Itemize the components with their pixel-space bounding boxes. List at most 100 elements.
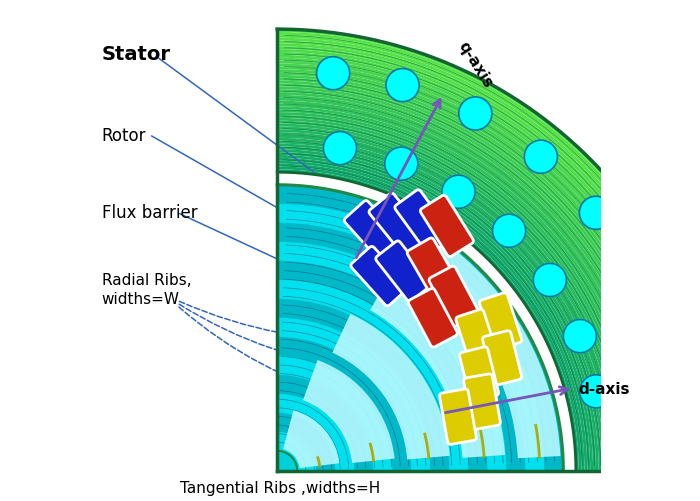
Wedge shape: [277, 104, 645, 471]
Circle shape: [564, 320, 596, 353]
Wedge shape: [277, 130, 619, 471]
Wedge shape: [277, 375, 373, 471]
FancyBboxPatch shape: [482, 331, 522, 385]
Text: Radial Ribs,
widths=W: Radial Ribs, widths=W: [102, 273, 191, 306]
Wedge shape: [277, 124, 624, 471]
Wedge shape: [277, 50, 699, 471]
Wedge shape: [277, 204, 545, 471]
Circle shape: [316, 58, 350, 91]
Circle shape: [458, 98, 492, 131]
FancyBboxPatch shape: [463, 374, 500, 429]
FancyBboxPatch shape: [408, 289, 457, 348]
Wedge shape: [277, 76, 673, 471]
Wedge shape: [277, 87, 662, 471]
Wedge shape: [277, 133, 616, 471]
Wedge shape: [277, 101, 648, 471]
FancyBboxPatch shape: [351, 247, 408, 306]
Wedge shape: [277, 158, 590, 471]
Wedge shape: [277, 242, 506, 471]
Wedge shape: [277, 150, 598, 471]
Wedge shape: [277, 107, 642, 471]
Wedge shape: [277, 53, 696, 471]
Wedge shape: [277, 141, 608, 471]
Wedge shape: [277, 147, 602, 471]
Wedge shape: [370, 274, 505, 458]
Wedge shape: [277, 337, 412, 471]
FancyBboxPatch shape: [344, 201, 405, 264]
Wedge shape: [277, 84, 664, 471]
Wedge shape: [277, 47, 700, 471]
FancyBboxPatch shape: [429, 267, 479, 327]
Wedge shape: [277, 121, 627, 471]
Wedge shape: [277, 39, 700, 471]
Wedge shape: [277, 110, 639, 471]
Wedge shape: [277, 82, 668, 471]
Text: Tangential Ribs ,widths=H: Tangential Ribs ,widths=H: [180, 480, 380, 495]
Wedge shape: [277, 62, 687, 471]
Circle shape: [524, 141, 557, 174]
Wedge shape: [277, 139, 610, 471]
Circle shape: [493, 215, 526, 248]
Wedge shape: [277, 161, 587, 471]
FancyBboxPatch shape: [456, 310, 498, 367]
Text: Stator: Stator: [102, 45, 171, 64]
Wedge shape: [277, 64, 685, 471]
Wedge shape: [277, 42, 700, 471]
Wedge shape: [277, 356, 392, 471]
Wedge shape: [277, 113, 636, 471]
Text: Rotor: Rotor: [102, 126, 146, 144]
Wedge shape: [277, 413, 335, 471]
Wedge shape: [277, 280, 468, 471]
Circle shape: [580, 197, 612, 230]
FancyBboxPatch shape: [459, 347, 498, 401]
Wedge shape: [277, 90, 659, 471]
Circle shape: [622, 263, 654, 296]
FancyBboxPatch shape: [407, 238, 458, 299]
Wedge shape: [277, 299, 449, 471]
Wedge shape: [277, 73, 676, 471]
Wedge shape: [277, 394, 354, 471]
Circle shape: [658, 399, 692, 432]
Wedge shape: [277, 153, 596, 471]
FancyBboxPatch shape: [421, 196, 473, 257]
Wedge shape: [277, 33, 700, 471]
FancyBboxPatch shape: [395, 190, 453, 255]
Circle shape: [646, 329, 680, 362]
Circle shape: [442, 176, 475, 209]
Wedge shape: [277, 79, 671, 471]
Circle shape: [385, 148, 418, 181]
Wedge shape: [277, 144, 605, 471]
Circle shape: [533, 264, 566, 297]
Wedge shape: [277, 36, 700, 471]
FancyBboxPatch shape: [376, 241, 432, 302]
Text: Flux barrier: Flux barrier: [102, 204, 197, 222]
Wedge shape: [277, 185, 564, 471]
Wedge shape: [277, 261, 487, 471]
Wedge shape: [277, 318, 430, 471]
Wedge shape: [277, 156, 593, 471]
Text: d-axis: d-axis: [578, 381, 630, 396]
Wedge shape: [277, 136, 613, 471]
Wedge shape: [277, 185, 564, 471]
Wedge shape: [332, 314, 449, 459]
FancyBboxPatch shape: [369, 194, 428, 257]
Wedge shape: [283, 410, 340, 468]
FancyBboxPatch shape: [480, 293, 522, 350]
Wedge shape: [277, 93, 656, 471]
Circle shape: [323, 132, 356, 165]
Wedge shape: [277, 223, 525, 471]
Wedge shape: [277, 56, 693, 471]
Wedge shape: [277, 30, 700, 471]
Wedge shape: [277, 432, 316, 471]
Wedge shape: [277, 167, 582, 471]
Circle shape: [386, 70, 419, 103]
Wedge shape: [277, 170, 579, 471]
Wedge shape: [303, 360, 395, 463]
Wedge shape: [277, 116, 633, 471]
Wedge shape: [277, 45, 700, 471]
Text: q-axis: q-axis: [456, 39, 496, 90]
Wedge shape: [277, 96, 653, 471]
Wedge shape: [415, 239, 561, 458]
Wedge shape: [277, 119, 630, 471]
Circle shape: [580, 375, 612, 408]
